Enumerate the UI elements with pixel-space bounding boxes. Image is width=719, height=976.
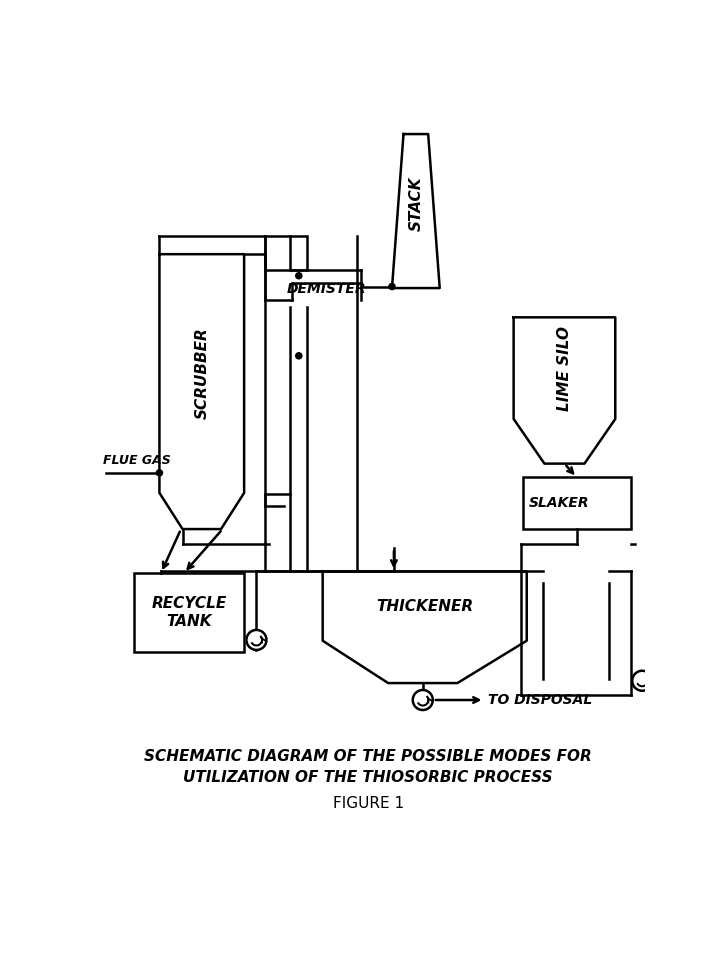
Bar (523, 477, 631, 529)
Text: THICKENER: THICKENER (376, 598, 473, 614)
Circle shape (389, 283, 395, 290)
Circle shape (247, 630, 267, 650)
Text: FIGURE 1: FIGURE 1 (333, 796, 403, 811)
Polygon shape (323, 571, 527, 683)
Text: FLUE GAS: FLUE GAS (104, 454, 171, 467)
Bar (134, 573, 244, 652)
Text: LIME SILO: LIME SILO (557, 326, 572, 411)
Text: UTILIZATION OF THE THIOSORBIC PROCESS: UTILIZATION OF THE THIOSORBIC PROCESS (183, 770, 553, 786)
Circle shape (413, 690, 433, 710)
Text: SCHEMATIC DIAGRAM OF THE POSSIBLE MODES FOR: SCHEMATIC DIAGRAM OF THE POSSIBLE MODES … (145, 749, 592, 763)
Text: TO DISPOSAL: TO DISPOSAL (488, 693, 592, 707)
Text: DEMISTER: DEMISTER (287, 282, 366, 296)
Text: SLAKER: SLAKER (529, 496, 590, 510)
Polygon shape (392, 134, 440, 288)
Text: RECYCLE
TANK: RECYCLE TANK (152, 596, 226, 629)
Text: STACK: STACK (408, 176, 423, 230)
Circle shape (156, 469, 162, 476)
Circle shape (632, 671, 652, 691)
Text: SCRUBBER: SCRUBBER (194, 328, 209, 420)
Polygon shape (160, 254, 244, 529)
Circle shape (296, 272, 302, 279)
Polygon shape (513, 317, 615, 464)
Circle shape (296, 352, 302, 359)
Bar (290, 236, 307, 269)
